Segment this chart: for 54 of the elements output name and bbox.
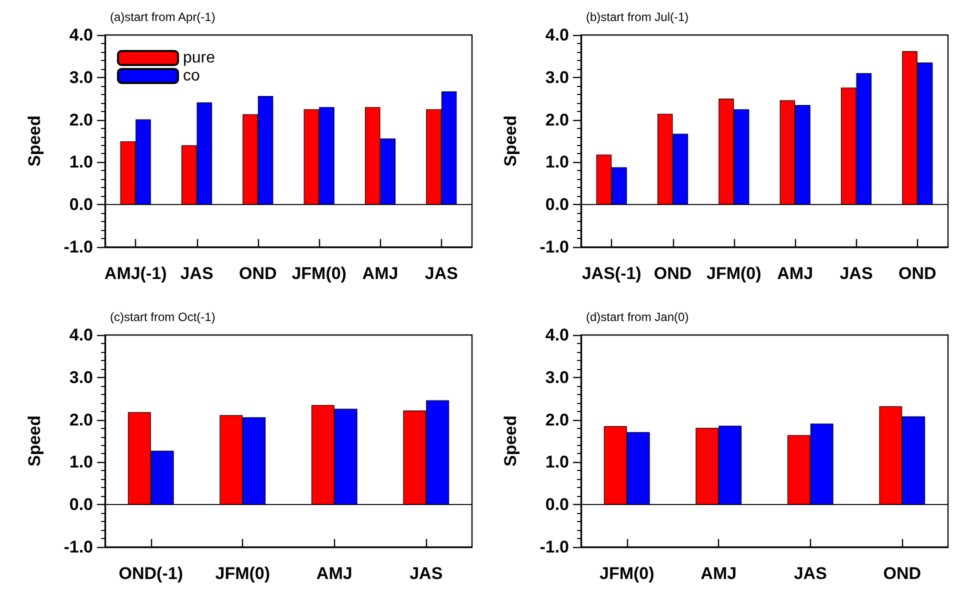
chart-title: (a)start from Apr(-1) (110, 10, 216, 24)
y-tick-label: -1.0 (540, 538, 569, 556)
x-tick-label: OND (898, 264, 936, 283)
chart-title: (d)start from Jan(0) (586, 310, 689, 324)
y-tick-label: 1.0 (545, 452, 569, 472)
y-tick-label: 3.0 (69, 68, 93, 87)
y-tick-label: 3.0 (545, 68, 569, 87)
y-tick-label: 4.0 (545, 26, 569, 44)
y-tick-label: 2.0 (69, 110, 93, 130)
y-tick-label: 4.0 (69, 326, 93, 344)
y-tick-label: -1.0 (64, 538, 93, 556)
y-tick-label: -1.0 (540, 238, 569, 256)
y-tick-label: 1.0 (69, 452, 93, 472)
y-tick-label: 3.0 (545, 368, 569, 387)
x-tick-label: OND (239, 264, 277, 283)
y-tick-label: 4.0 (69, 26, 93, 44)
x-tick-label: JAS (410, 564, 443, 583)
legend-label: pure (183, 50, 216, 66)
x-tick-label: JFM(0) (215, 564, 270, 583)
y-tick-label: 3.0 (69, 368, 93, 387)
x-tick-label: JAS (794, 564, 827, 583)
y-tick-label: 1.0 (545, 152, 569, 172)
y-tick-label: 1.0 (69, 152, 93, 172)
x-tick-label: OND(-1) (118, 564, 183, 583)
x-tick-label: AMJ (316, 564, 352, 583)
x-tick-label: JAS (840, 264, 873, 283)
x-tick-label: OND (883, 564, 922, 583)
x-tick-label: JAS(-1) (582, 264, 642, 283)
y-tick-label: 0.0 (545, 495, 569, 514)
y-tick-label: 2.0 (545, 410, 569, 430)
chart-title: (c)start from Oct(-1) (110, 310, 216, 324)
y-tick-label: 4.0 (545, 326, 569, 344)
x-tick-label: JFM(0) (599, 564, 654, 583)
y-tick-label: 0.0 (545, 195, 569, 214)
x-tick-label: AMJ (362, 264, 398, 283)
y-tick-label: 2.0 (545, 110, 569, 130)
y-axis-title: Speed (501, 115, 520, 167)
y-tick-label: -1.0 (64, 238, 93, 256)
x-tick-label: OND (654, 264, 692, 283)
y-tick-label: 2.0 (69, 410, 93, 430)
x-tick-label: JAS (424, 264, 458, 283)
x-tick-label: AMJ (700, 564, 737, 583)
x-tick-label: JAS (180, 264, 214, 283)
y-tick-label: 0.0 (69, 495, 93, 514)
chart-title: (b)start from Jul(-1) (586, 10, 689, 24)
x-tick-label: AMJ(-1) (104, 264, 167, 283)
x-tick-label: AMJ (777, 264, 814, 283)
y-tick-label: 0.0 (69, 195, 93, 214)
y-axis-title: Speed (501, 415, 520, 467)
y-axis-title: Speed (25, 415, 44, 467)
legend-label: co (183, 68, 200, 84)
x-tick-label: JFM(0) (292, 264, 346, 283)
y-axis-title: Speed (25, 115, 44, 167)
x-tick-label: JFM(0) (706, 264, 762, 283)
